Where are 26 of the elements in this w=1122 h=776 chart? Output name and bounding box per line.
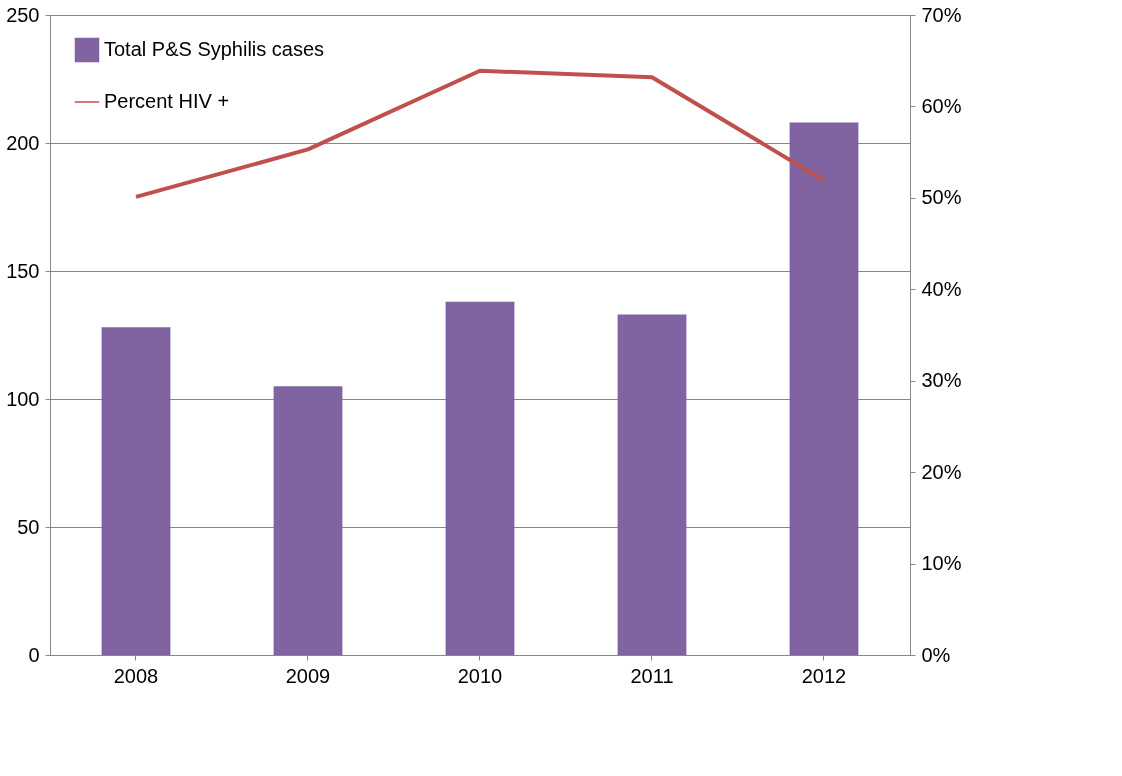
y2-tick-label: 0%	[921, 643, 951, 666]
legend-label: Total P&S Syphilis cases	[104, 38, 325, 60]
y-tick-label: 50	[17, 515, 40, 538]
bar	[445, 301, 515, 655]
bar	[789, 122, 859, 655]
y2-tick-label: 50%	[921, 186, 962, 209]
y2-tick-label: 70%	[921, 3, 962, 26]
y-tick-label: 100	[6, 387, 40, 410]
legend-label: Percent HIV +	[104, 90, 230, 112]
y-tick-label: 250	[6, 3, 40, 26]
y2-tick-label: 40%	[921, 277, 962, 300]
y-tick-label: 0	[28, 643, 40, 666]
bar	[101, 327, 171, 655]
x-tick-label: 2009	[285, 664, 331, 687]
bar	[273, 386, 343, 655]
x-tick-label: 2012	[801, 664, 847, 687]
x-tick-label: 2010	[457, 664, 503, 687]
y2-tick-label: 60%	[921, 94, 962, 117]
x-tick-label: 2008	[113, 664, 159, 687]
y2-tick-label: 30%	[921, 369, 962, 392]
y-tick-label: 150	[6, 259, 40, 282]
bar	[617, 314, 687, 655]
y2-tick-label: 10%	[921, 552, 962, 575]
x-tick-label: 2011	[630, 664, 674, 687]
y-tick-label: 200	[6, 131, 40, 154]
y2-tick-label: 20%	[921, 460, 962, 483]
